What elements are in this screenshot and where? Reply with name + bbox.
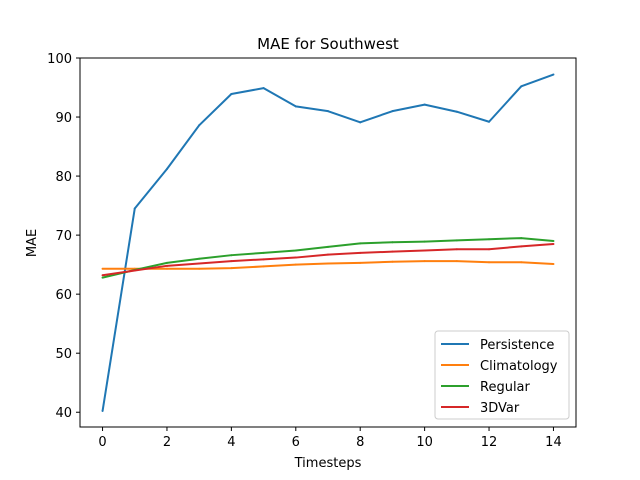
data-point-persistence: [294, 105, 297, 108]
x-tick-label: 6: [292, 435, 300, 450]
data-point-3dvar: [520, 245, 523, 248]
y-axis-label: MAE: [25, 229, 40, 257]
legend: Persistence Climatology Regular 3DVar: [434, 330, 570, 420]
y-tick-label: 50: [55, 347, 72, 362]
data-point-regular: [359, 242, 362, 245]
data-point-climatology: [552, 263, 555, 266]
x-tick-label: 2: [163, 435, 171, 450]
data-point-climatology: [294, 263, 297, 266]
data-point-persistence: [552, 73, 555, 76]
y-tick-label: 70: [55, 229, 72, 244]
data-point-climatology: [359, 261, 362, 264]
data-point-3dvar: [294, 256, 297, 259]
data-point-climatology: [101, 267, 104, 270]
x-tick-label: 10: [416, 435, 433, 450]
legend-label-persistence: Persistence: [480, 338, 554, 353]
data-point-persistence: [133, 207, 136, 210]
data-point-3dvar: [488, 248, 491, 251]
data-point-persistence: [101, 410, 104, 413]
data-point-climatology: [488, 261, 491, 264]
data-point-persistence: [359, 121, 362, 124]
data-point-3dvar: [327, 253, 329, 256]
data-point-persistence: [165, 167, 168, 170]
data-point-3dvar: [552, 242, 555, 245]
legend-label-regular: Regular: [480, 380, 531, 395]
data-point-climatology: [520, 261, 523, 264]
data-point-climatology: [165, 267, 168, 270]
legend-label-3dvar: 3DVar: [480, 401, 520, 416]
legend-frame: [434, 330, 570, 420]
data-point-3dvar: [230, 260, 233, 263]
data-point-persistence: [230, 93, 233, 96]
legend-label-climatology: Climatology: [480, 359, 558, 374]
data-point-regular: [262, 251, 265, 254]
data-point-climatology: [423, 260, 426, 263]
data-point-regular: [391, 241, 394, 244]
x-tick-label: 0: [98, 435, 106, 450]
y-tick-label: 100: [47, 52, 72, 67]
data-point-climatology: [262, 265, 265, 268]
data-point-persistence: [391, 110, 394, 113]
data-point-persistence: [520, 85, 523, 88]
data-point-climatology: [391, 260, 394, 263]
plot-frame: [79, 57, 577, 428]
series-line-regular: [102, 237, 554, 279]
data-point-climatology: [230, 267, 233, 270]
data-point-persistence: [198, 124, 201, 127]
data-point-persistence: [262, 87, 265, 90]
data-point-persistence: [455, 110, 458, 113]
data-point-regular: [101, 276, 104, 279]
series-line-3dvar: [102, 242, 554, 277]
data-point-climatology: [455, 260, 458, 263]
data-point-3dvar: [262, 258, 265, 261]
data-point-regular: [165, 261, 168, 264]
x-tick-label: 14: [545, 435, 562, 450]
data-point-persistence: [327, 110, 329, 113]
data-point-climatology: [327, 262, 329, 265]
data-point-regular: [327, 245, 329, 248]
chart-title: MAE for Southwest: [257, 35, 399, 53]
data-point-regular: [423, 240, 426, 243]
data-point-3dvar: [423, 249, 426, 252]
x-axis-label: Timesteps: [294, 456, 362, 471]
data-point-3dvar: [455, 248, 458, 251]
data-point-3dvar: [133, 269, 136, 272]
data-point-regular: [455, 239, 458, 242]
x-tick-label: 12: [481, 435, 498, 450]
data-point-regular: [488, 238, 491, 241]
data-point-regular: [198, 257, 201, 260]
series-layer: [101, 73, 555, 413]
data-point-3dvar: [165, 264, 168, 267]
data-point-persistence: [488, 120, 491, 123]
ticks-layer: 0 2 4 6 8 10 12 14 40 50 60 70 80 90 100: [47, 52, 562, 450]
data-point-regular: [294, 249, 297, 252]
data-point-persistence: [423, 103, 426, 106]
data-point-regular: [552, 240, 555, 243]
x-tick-label: 8: [356, 435, 364, 450]
data-point-3dvar: [391, 250, 394, 253]
data-point-regular: [520, 237, 523, 240]
y-tick-label: 40: [55, 406, 72, 421]
y-tick-label: 80: [55, 170, 72, 185]
data-point-3dvar: [101, 274, 104, 277]
y-tick-label: 90: [55, 111, 72, 126]
data-point-3dvar: [359, 251, 362, 254]
x-tick-label: 4: [227, 435, 235, 450]
data-point-3dvar: [198, 262, 201, 265]
data-point-regular: [230, 254, 233, 257]
data-point-climatology: [198, 267, 201, 270]
y-tick-label: 60: [55, 288, 72, 303]
